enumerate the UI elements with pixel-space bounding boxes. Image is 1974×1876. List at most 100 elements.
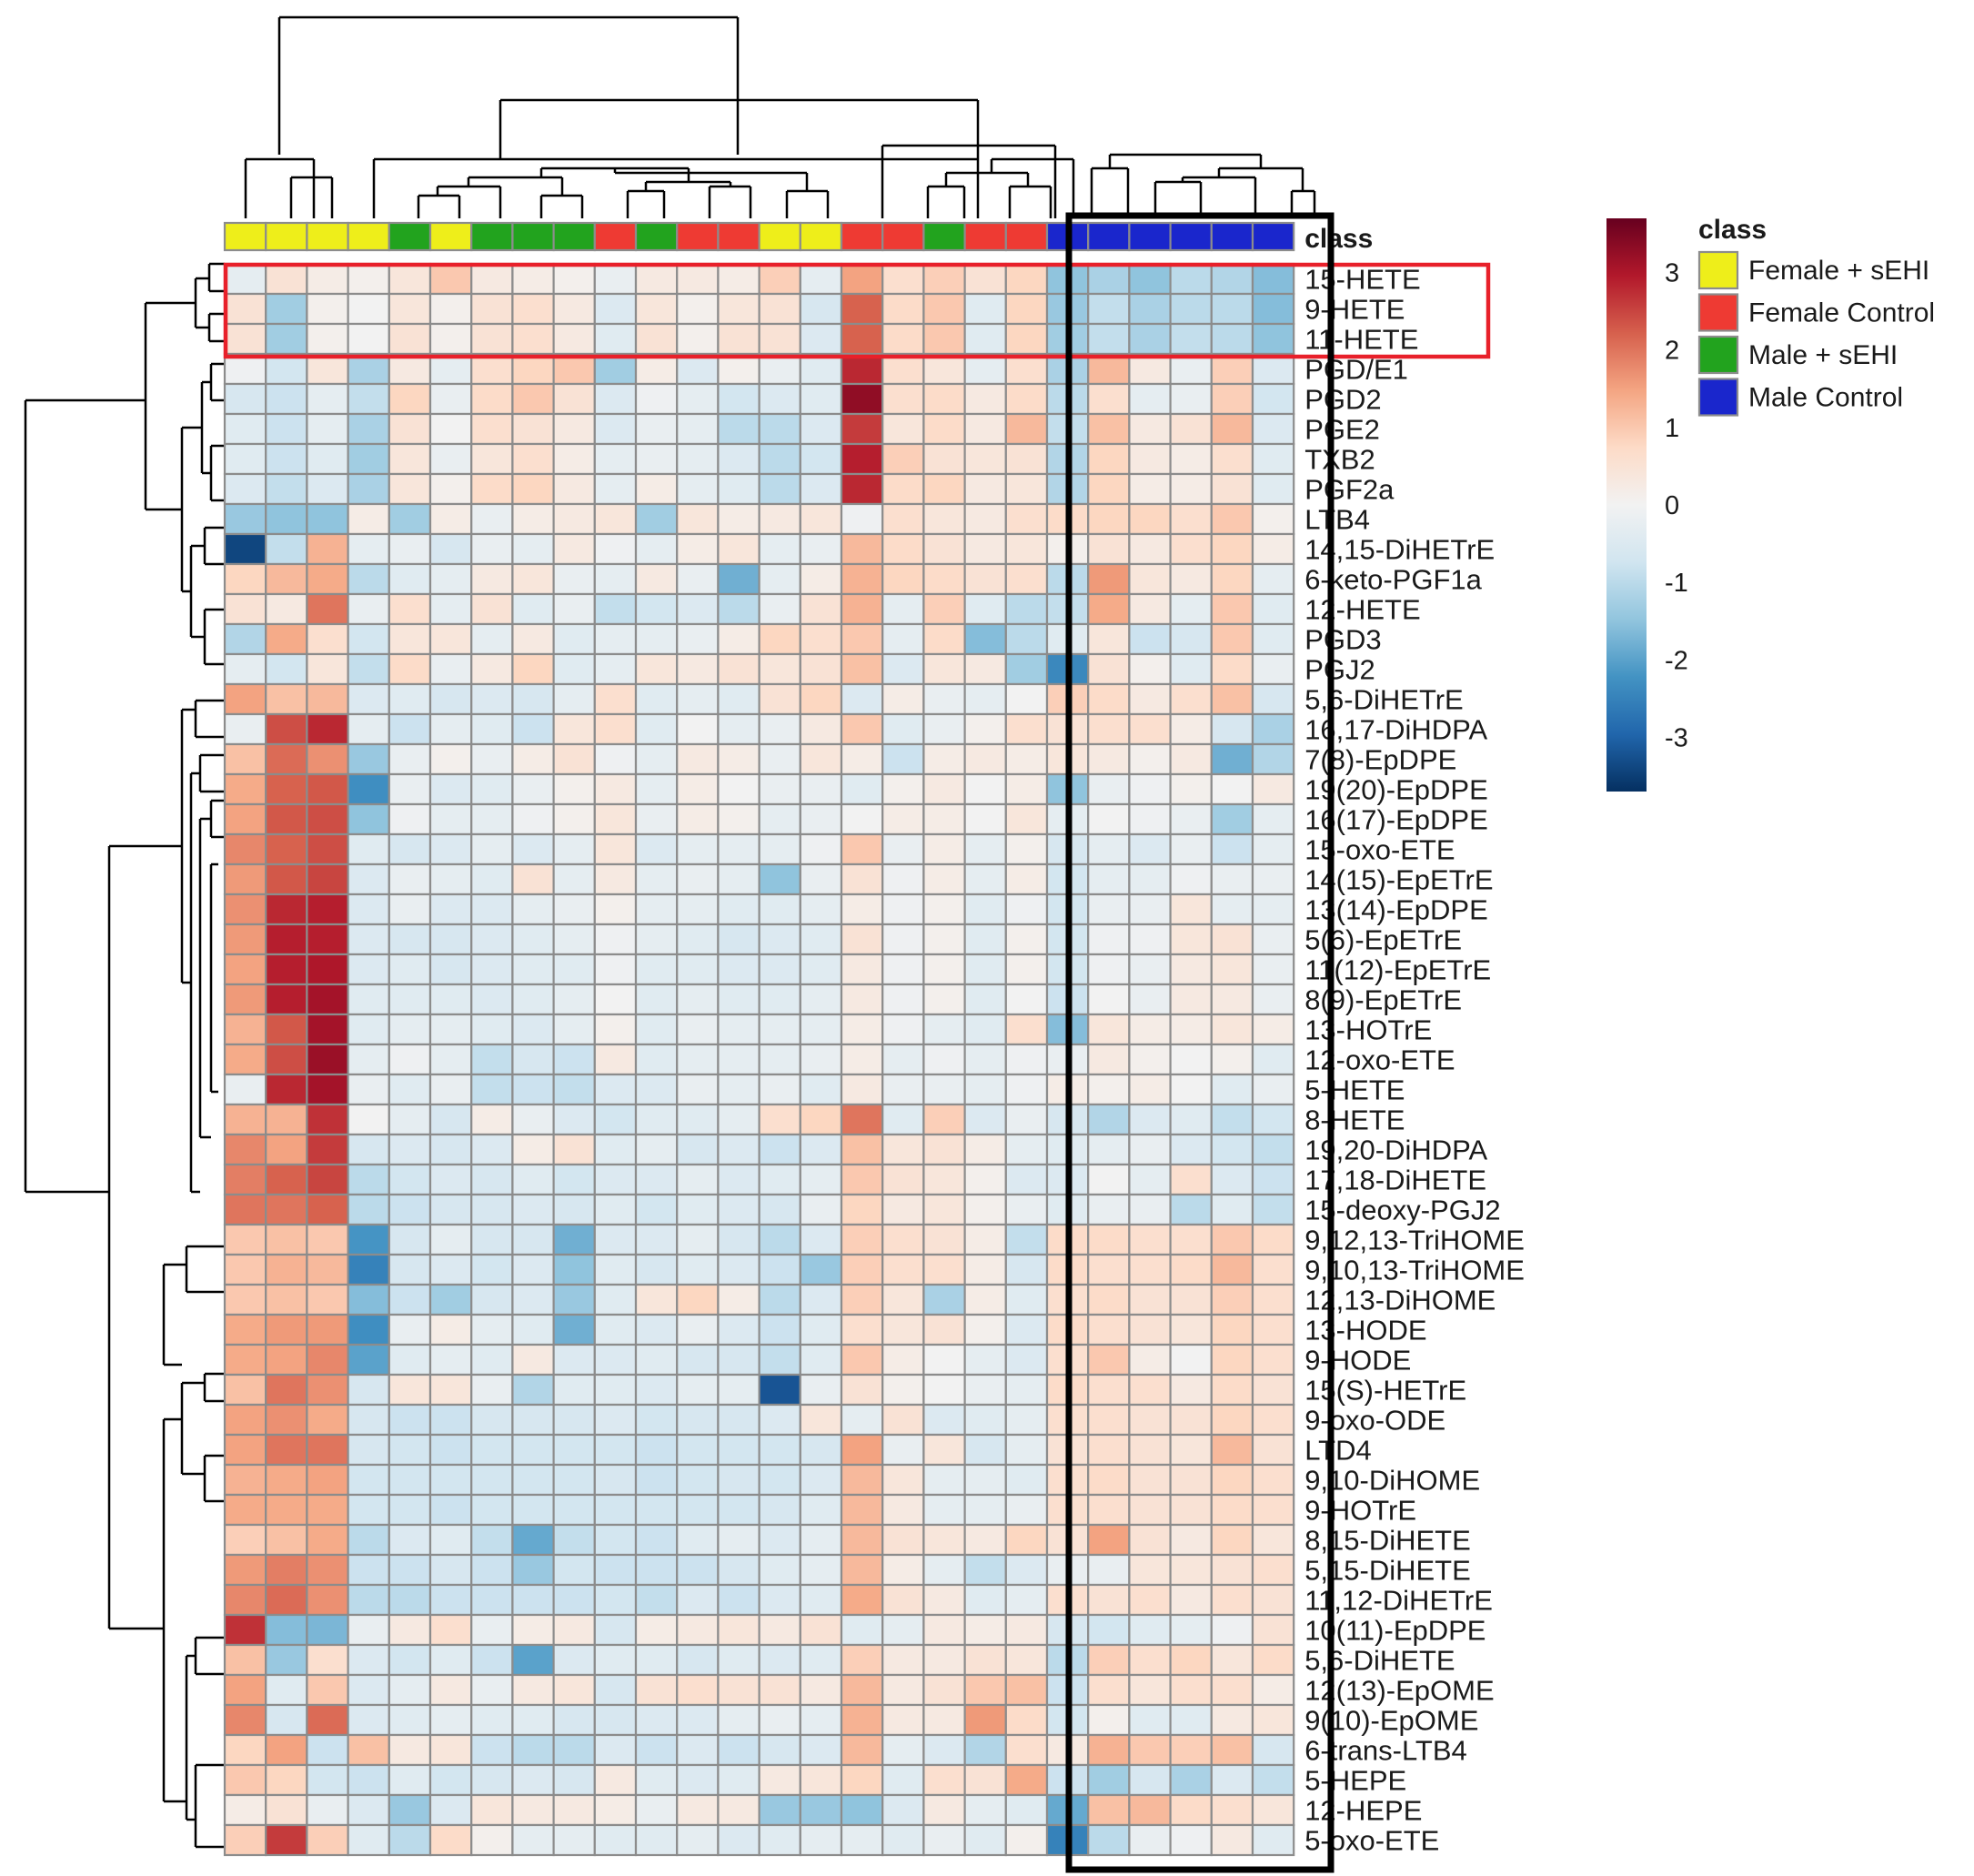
heatmap-cell — [428, 1613, 473, 1647]
heatmap-cell — [881, 1373, 925, 1407]
heatmap-cell — [306, 1253, 349, 1286]
heatmap-cell — [922, 923, 966, 956]
heatmap-cell — [223, 1313, 267, 1346]
heatmap-cell — [470, 1103, 514, 1136]
heatmap-cell — [881, 1133, 925, 1166]
heatmap-cell — [223, 1073, 267, 1106]
heatmap-cell — [717, 382, 760, 416]
heatmap-cell — [593, 1283, 638, 1316]
heatmap-cell — [1087, 862, 1131, 896]
heatmap-cell — [388, 322, 432, 356]
heatmap-cell — [470, 1193, 514, 1226]
heatmap-cell — [1169, 442, 1213, 476]
heatmap-cell — [1128, 1763, 1172, 1797]
heatmap-cell — [1169, 1043, 1213, 1076]
heatmap-cell — [634, 1193, 679, 1226]
heatmap-cell — [717, 1643, 760, 1677]
heatmap-cell — [1169, 1103, 1213, 1136]
heatmap-cell — [963, 893, 1007, 926]
heatmap-cell — [347, 802, 390, 836]
heatmap-cell — [963, 442, 1007, 476]
heatmap-cell — [223, 1043, 267, 1076]
heatmap-cell — [347, 682, 390, 716]
heatmap-cell — [1251, 1733, 1295, 1767]
legend-swatch-male-control — [1697, 378, 1739, 417]
heatmap-cell — [717, 862, 760, 896]
heatmap-cell — [428, 862, 473, 896]
heatmap-cell — [1251, 292, 1295, 326]
heatmap-cell — [1128, 1823, 1172, 1857]
heatmap-cell — [1251, 712, 1295, 746]
heatmap-cell — [799, 412, 843, 446]
heatmap-cell — [717, 592, 760, 626]
heatmap-cell — [840, 1163, 884, 1196]
heatmap-cell — [265, 1673, 308, 1707]
heatmap-cell — [306, 592, 349, 626]
heatmap-cell — [552, 502, 596, 536]
heatmap-cell — [428, 1103, 473, 1136]
heatmap-cell — [388, 562, 432, 596]
class-cell-female-sehi — [799, 221, 843, 252]
heatmap-cell — [717, 292, 760, 326]
heatmap-cell — [799, 1493, 843, 1527]
heatmap-cell — [511, 772, 555, 806]
heatmap-cell — [1087, 1313, 1131, 1346]
heatmap-cell — [634, 1583, 679, 1617]
heatmap-cell — [428, 502, 473, 536]
heatmap-cell — [388, 1043, 432, 1076]
heatmap-cell — [1251, 1193, 1295, 1226]
heatmap-cell — [470, 1163, 514, 1196]
heatmap-cell — [428, 1193, 473, 1226]
heatmap-cell — [265, 1523, 308, 1557]
heatmap-cell — [1087, 562, 1131, 596]
heatmap-cell — [963, 1463, 1007, 1497]
heatmap-cell — [1087, 262, 1131, 296]
heatmap-cell — [347, 893, 390, 926]
heatmap-cell — [881, 1253, 925, 1286]
heatmap-cell — [963, 1043, 1007, 1076]
heatmap-cell — [1004, 532, 1049, 566]
heatmap-cell — [388, 1463, 432, 1497]
heatmap-cell — [470, 1133, 514, 1166]
heatmap-cell — [552, 1493, 596, 1527]
heatmap-cell — [676, 1313, 720, 1346]
heatmap-cell — [1210, 1073, 1254, 1106]
heatmap-cell — [963, 322, 1007, 356]
heatmap-cell — [1004, 322, 1049, 356]
heatmap-cell — [593, 1553, 638, 1587]
heatmap-cell — [840, 382, 884, 416]
heatmap-cell — [1251, 1433, 1295, 1467]
heatmap-cell — [347, 1343, 390, 1377]
heatmap-cell — [881, 953, 925, 986]
heatmap-cell — [223, 712, 267, 746]
heatmap-cell — [676, 472, 720, 506]
heatmap-cell — [265, 1253, 308, 1286]
heatmap-cell — [634, 1403, 679, 1437]
heatmap-cell — [1128, 1433, 1172, 1467]
heatmap-cell — [676, 1643, 720, 1677]
class-cell-female-control — [840, 221, 884, 252]
heatmap-cell — [1251, 412, 1295, 446]
heatmap-cell — [511, 442, 555, 476]
heatmap-cell — [428, 382, 473, 416]
heatmap-cell — [511, 532, 555, 566]
heatmap-cell — [758, 592, 801, 626]
heatmap-cell — [717, 502, 760, 536]
class-cell-male-control — [1128, 221, 1172, 252]
heatmap-cell — [922, 1463, 966, 1497]
heatmap-cell — [511, 862, 555, 896]
heatmap-cell — [840, 1643, 884, 1677]
heatmap-cell — [470, 622, 514, 656]
row-label: 12,13-DiHOME — [1304, 1285, 1496, 1316]
heatmap-cell — [1251, 772, 1295, 806]
heatmap-cell — [552, 862, 596, 896]
heatmap-cell — [470, 802, 514, 836]
heatmap-cell — [799, 1643, 843, 1677]
heatmap-cell — [922, 382, 966, 416]
heatmap-cell — [717, 923, 760, 956]
heatmap-cell — [717, 832, 760, 866]
heatmap-cell — [840, 1283, 884, 1316]
heatmap-cell — [1128, 262, 1172, 296]
heatmap-cell — [1169, 652, 1213, 686]
heatmap-cell — [511, 1493, 555, 1527]
